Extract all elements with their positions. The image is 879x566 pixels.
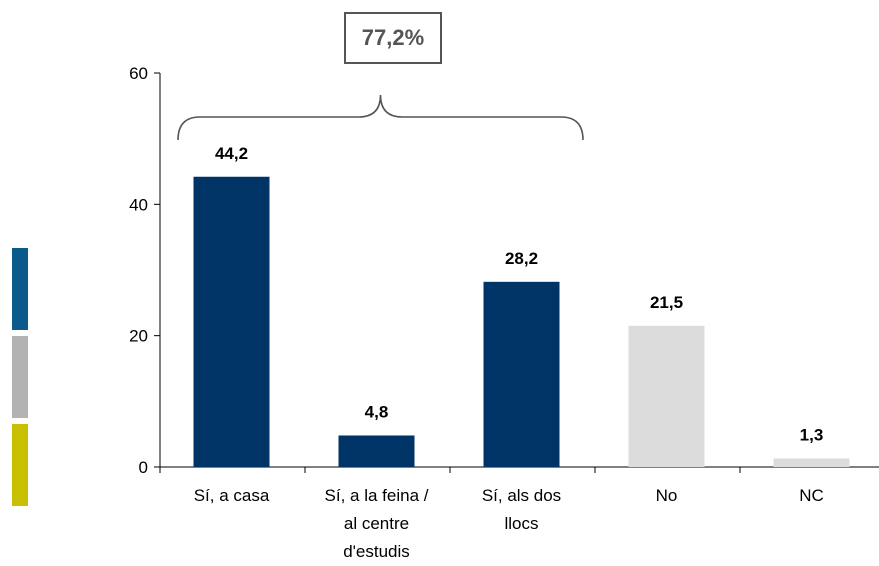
side-stripe-blue [12, 248, 28, 330]
bar [193, 176, 270, 467]
bar [338, 435, 415, 467]
bar [628, 325, 705, 467]
summary-brace [177, 94, 584, 141]
category-label: Sí, als dos [482, 486, 561, 505]
labels: 44,2 Sí, a casa 4,8 Sí, a la feina / al cent… [194, 144, 824, 561]
side-stripe-yellow [12, 424, 28, 506]
category-label: No [656, 486, 678, 505]
data-label: 28,2 [505, 249, 538, 268]
data-label: 4,8 [365, 402, 389, 421]
summary-total-label: 77,2% [361, 25, 425, 50]
data-label: 1,3 [800, 425, 824, 444]
bar [483, 281, 560, 467]
side-stripe-gray [12, 336, 28, 418]
data-label: 44,2 [215, 144, 248, 163]
category-label: d'estudis [343, 542, 410, 561]
y-tick-label: 20 [129, 327, 148, 346]
category-label: al centre [344, 514, 409, 533]
y-tick-label: 0 [139, 458, 148, 477]
category-label: NC [799, 486, 824, 505]
summary-total-box: 77,2% [344, 12, 442, 64]
category-label: Sí, a casa [194, 486, 270, 505]
bars [193, 176, 850, 467]
y-tick-label: 60 [129, 64, 148, 83]
data-label: 21,5 [650, 293, 683, 312]
category-label: Sí, a la feina / [325, 486, 429, 505]
category-label: llocs [504, 514, 538, 533]
y-tick-label: 40 [129, 195, 148, 214]
bar [773, 458, 850, 467]
